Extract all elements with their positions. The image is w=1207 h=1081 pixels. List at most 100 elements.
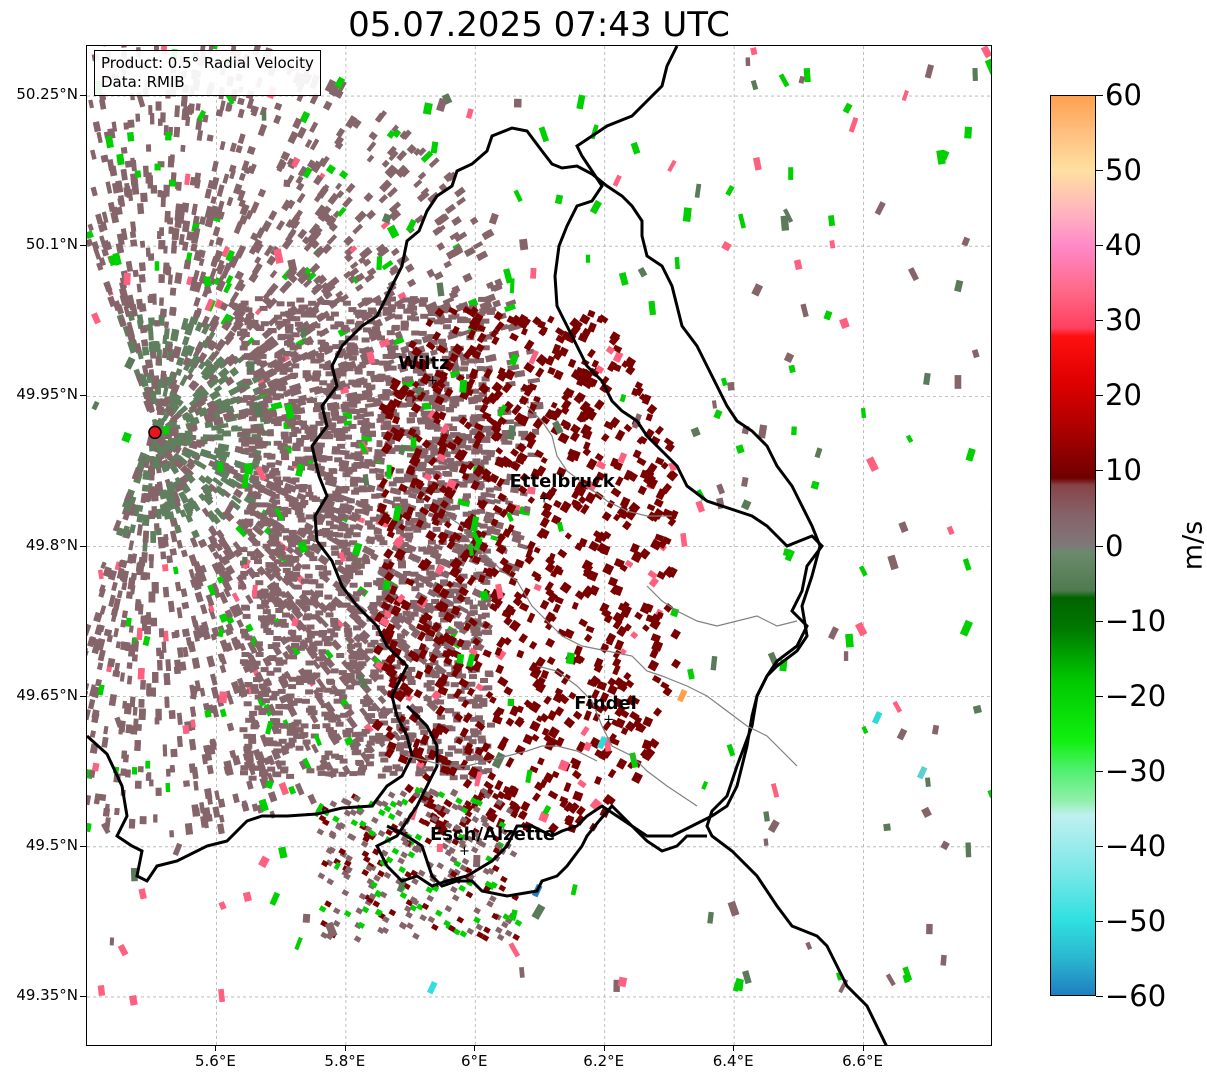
radar-echo-bin (286, 773, 295, 779)
radar-echo-bin (185, 637, 192, 646)
radar-echo-bin (344, 634, 355, 646)
radar-echo-bin (184, 430, 193, 437)
radar-echo-bin (397, 560, 406, 566)
radar-echo-bin (165, 131, 172, 141)
radar-echo-bin (348, 355, 357, 361)
radar-map[interactable]: + + + + (86, 45, 992, 1046)
radar-echo-bin (222, 173, 230, 184)
radar-echo-bin (210, 673, 218, 686)
radar-echo-bin (427, 700, 436, 706)
radar-echo-bin (504, 419, 514, 425)
radar-echo-bin (322, 532, 331, 538)
radar-echo-bin (161, 462, 170, 472)
radar-echo-bin (410, 297, 421, 306)
radar-echo-bin (375, 112, 385, 123)
radar-echo-bin (256, 604, 265, 610)
radar-echo-bin (158, 379, 165, 388)
radar-echo-bin (138, 262, 146, 272)
radar-echo-bin (278, 695, 288, 704)
radar-echo-bin (261, 692, 270, 698)
radar-echo-bin (371, 294, 382, 304)
radar-echo-bin (185, 460, 196, 471)
radar-echo-bin (174, 524, 182, 534)
radar-echo-bin (400, 628, 410, 637)
radar-echo-bin (124, 160, 132, 168)
radar-echo-bin (192, 575, 202, 586)
radar-echo-bin (475, 250, 489, 262)
radar-echo-bin (114, 807, 120, 816)
radar-echo-bin (96, 262, 104, 271)
radar-echo-bin (324, 649, 334, 660)
radar-echo-bin (180, 588, 188, 598)
radar-echo-bin (141, 621, 148, 631)
radar-echo-bin (183, 780, 190, 787)
radar-echo-bin (168, 226, 174, 234)
radar-echo-bin (312, 323, 321, 329)
radar-echo-bin (158, 240, 166, 250)
radar-echo-bin (137, 351, 144, 360)
radar-echo-bin (348, 267, 360, 278)
radar-echo-bin (266, 368, 277, 378)
radar-echo-bin (425, 766, 434, 772)
radar-echo-bin (130, 175, 137, 185)
radar-echo-bin (174, 272, 183, 284)
radar-echo-bin (308, 222, 321, 236)
radar-echo-bin (319, 565, 327, 571)
radar-echo-bin (184, 823, 193, 835)
radar-echo-bin (333, 733, 343, 742)
radar-echo-bin (325, 520, 334, 526)
radar-echo-bin (107, 657, 116, 668)
radar-echo-bin (244, 528, 253, 534)
radar-echo-bin (87, 689, 89, 702)
radar-echo-bin (263, 244, 274, 257)
radar-echo-bin (263, 680, 272, 686)
radar-echo-bin (319, 380, 328, 386)
radar-echo-bin (181, 628, 190, 638)
radar-echo-bin (269, 269, 278, 279)
radar-echo-bin (470, 732, 479, 738)
radar-echo-bin (169, 765, 175, 773)
radar-echo-bin (369, 735, 378, 741)
radar-echo-bin (291, 643, 299, 648)
radar-echo-bin (417, 147, 427, 157)
radar-echo-bin (506, 473, 514, 481)
radar-echo-bin (206, 792, 213, 805)
radar-echo-bin (278, 782, 290, 796)
radar-echo-bin (430, 549, 439, 555)
radar-echo-bin (186, 435, 194, 442)
radar-echo-bin (252, 238, 263, 251)
radar-echo-bin (154, 717, 160, 725)
radar-echo-bin (210, 176, 220, 190)
radar-echo-bin (206, 436, 215, 442)
radar-echo-bin (299, 420, 307, 426)
radar-echo-bin (147, 175, 154, 183)
radar-echo-bin (327, 192, 340, 206)
radar-echo-bin (211, 160, 219, 172)
radar-echo-bin (175, 436, 185, 445)
radar-echo-bin (381, 260, 394, 271)
radar-echo-bin (154, 320, 160, 327)
radar-echo-bin (523, 505, 531, 513)
radar-echo-bin (190, 719, 196, 728)
radar-echo-bin (121, 750, 128, 759)
radar-echo-bin (273, 531, 282, 537)
radar-echo-bin (214, 507, 226, 520)
radar-echo-bin (246, 98, 255, 110)
radar-echo-bin (110, 608, 119, 617)
radar-echo-bin (200, 364, 212, 377)
radar-echo-bin (164, 321, 169, 328)
radar-echo-bin (230, 636, 241, 648)
radar-echo-bin (377, 695, 387, 705)
radar-echo-bin (209, 389, 221, 401)
radar-echo-bin (249, 710, 258, 716)
radar-echo-bin (274, 102, 283, 111)
radar-echo-bin (320, 703, 329, 709)
radar-echo-bin (176, 539, 183, 549)
radar-echo-bin (383, 420, 392, 426)
radar-echo-bin (341, 620, 351, 630)
radar-echo-bin (185, 513, 194, 523)
radar-echo-bin (260, 502, 269, 508)
radar-echo-bin (317, 602, 329, 613)
radar-echo-bin (136, 283, 142, 293)
radar-echo-bin (180, 317, 189, 331)
